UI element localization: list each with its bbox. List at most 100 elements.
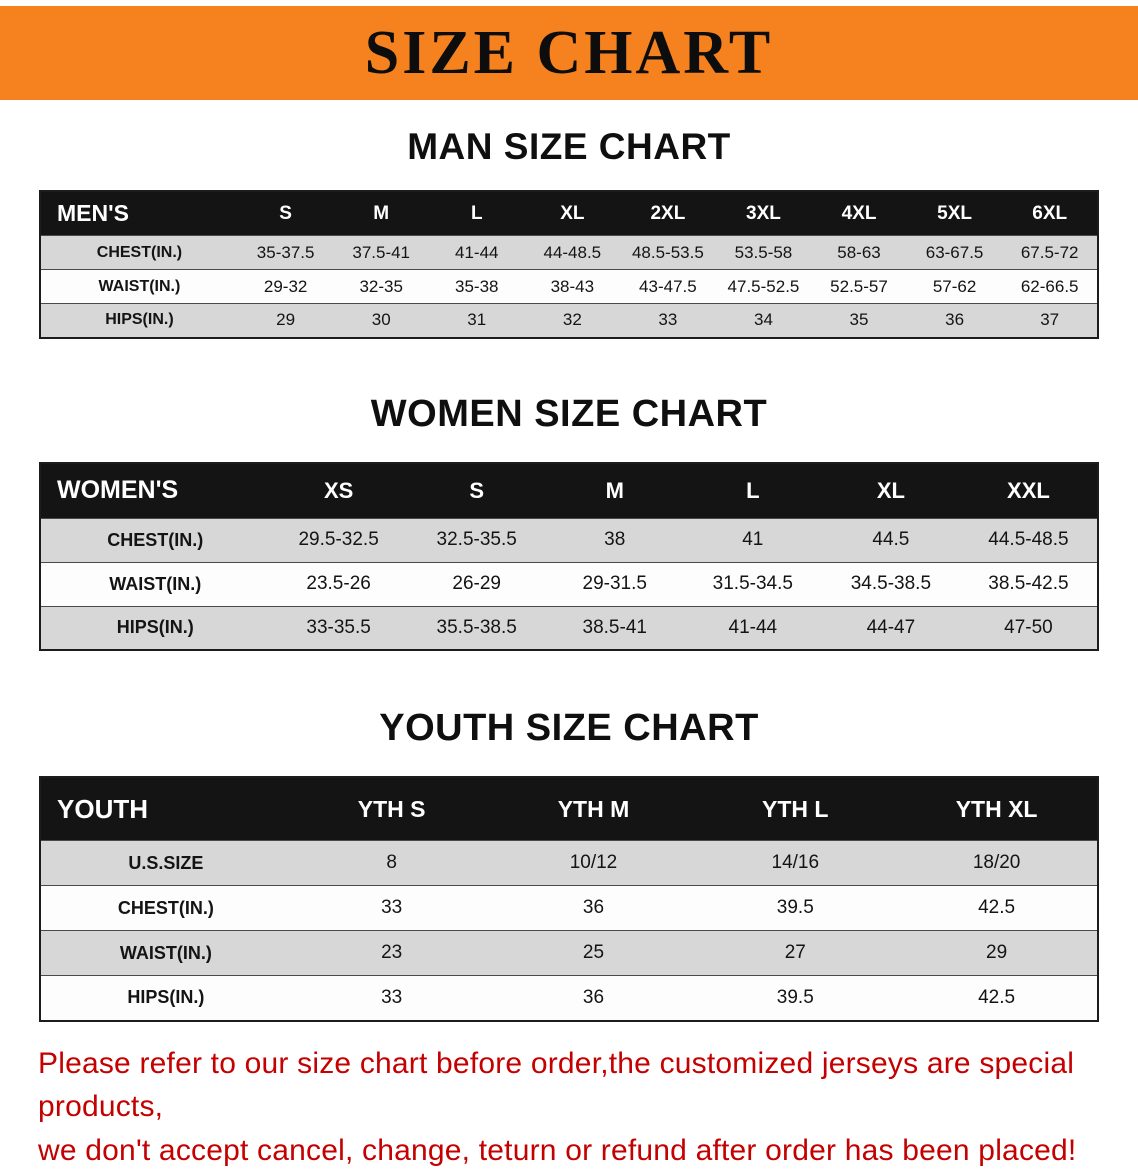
size-column-header: S: [408, 463, 546, 519]
size-column-header: YTH S: [291, 777, 493, 841]
size-value: 36: [493, 886, 695, 931]
size-value: 42.5: [896, 976, 1098, 1021]
size-value: 30: [333, 304, 429, 338]
size-value: 41-44: [429, 236, 525, 270]
size-column-header: YTH L: [694, 777, 896, 841]
row-label: CHEST(IN.): [40, 518, 270, 562]
size-value: 38.5-41: [546, 606, 684, 650]
size-value: 37: [1002, 304, 1098, 338]
size-value: 18/20: [896, 841, 1098, 886]
size-value: 39.5: [694, 976, 896, 1021]
size-value: 63-67.5: [907, 236, 1003, 270]
banner: SIZE CHART: [0, 6, 1138, 100]
size-value: 48.5-53.5: [620, 236, 716, 270]
disclaimer-line-2: we don't accept cancel, change, teturn o…: [38, 1129, 1118, 1172]
page-title: SIZE CHART: [365, 18, 774, 89]
row-label: WAIST(IN.): [40, 270, 238, 304]
size-column-header: S: [238, 191, 334, 236]
size-value: 41: [684, 518, 822, 562]
size-value: 35-37.5: [238, 236, 334, 270]
size-value: 27: [694, 931, 896, 976]
men-section-heading: MAN SIZE CHART: [0, 126, 1138, 168]
row-label: WAIST(IN.): [40, 931, 291, 976]
size-column-header: M: [333, 191, 429, 236]
size-value: 34.5-38.5: [822, 562, 960, 606]
size-column-header: 4XL: [811, 191, 907, 236]
size-value: 23: [291, 931, 493, 976]
size-value: 32: [525, 304, 621, 338]
size-column-header: XXL: [960, 463, 1098, 519]
size-column-header: 2XL: [620, 191, 716, 236]
size-value: 25: [493, 931, 695, 976]
size-value: 36: [493, 976, 695, 1021]
size-column-header: XL: [525, 191, 621, 236]
row-label: WAIST(IN.): [40, 562, 270, 606]
size-value: 29: [896, 931, 1098, 976]
table-corner-label: MEN'S: [40, 191, 238, 236]
size-value: 23.5-26: [270, 562, 408, 606]
size-column-header: 6XL: [1002, 191, 1098, 236]
size-value: 38-43: [525, 270, 621, 304]
size-value: 35: [811, 304, 907, 338]
size-value: 41-44: [684, 606, 822, 650]
size-column-header: M: [546, 463, 684, 519]
disclaimer: Please refer to our size chart before or…: [0, 1042, 1138, 1172]
size-value: 29-32: [238, 270, 334, 304]
size-value: 58-63: [811, 236, 907, 270]
size-column-header: 3XL: [716, 191, 812, 236]
row-label: U.S.SIZE: [40, 841, 291, 886]
size-value: 33: [620, 304, 716, 338]
youth-section-heading: YOUTH SIZE CHART: [0, 707, 1138, 750]
size-column-header: YTH XL: [896, 777, 1098, 841]
size-value: 33: [291, 976, 493, 1021]
size-value: 38: [546, 518, 684, 562]
size-value: 44-47: [822, 606, 960, 650]
size-value: 44.5: [822, 518, 960, 562]
size-column-header: YTH M: [493, 777, 695, 841]
size-value: 35-38: [429, 270, 525, 304]
row-label: HIPS(IN.): [40, 606, 270, 650]
size-value: 32-35: [333, 270, 429, 304]
size-value: 44-48.5: [525, 236, 621, 270]
size-value: 44.5-48.5: [960, 518, 1098, 562]
size-value: 8: [291, 841, 493, 886]
size-value: 33-35.5: [270, 606, 408, 650]
size-value: 29: [238, 304, 334, 338]
size-value: 36: [907, 304, 1003, 338]
size-value: 37.5-41: [333, 236, 429, 270]
disclaimer-line-1: Please refer to our size chart before or…: [38, 1042, 1118, 1129]
size-column-header: XS: [270, 463, 408, 519]
size-value: 31: [429, 304, 525, 338]
size-value: 26-29: [408, 562, 546, 606]
size-value: 39.5: [694, 886, 896, 931]
women-section-heading: WOMEN SIZE CHART: [0, 393, 1138, 436]
row-label: CHEST(IN.): [40, 236, 238, 270]
size-column-header: XL: [822, 463, 960, 519]
size-value: 29.5-32.5: [270, 518, 408, 562]
row-label: HIPS(IN.): [40, 304, 238, 338]
size-value: 57-62: [907, 270, 1003, 304]
size-value: 62-66.5: [1002, 270, 1098, 304]
table-corner-label: WOMEN'S: [40, 463, 270, 519]
row-label: CHEST(IN.): [40, 886, 291, 931]
size-value: 67.5-72: [1002, 236, 1098, 270]
table-corner-label: YOUTH: [40, 777, 291, 841]
size-value: 52.5-57: [811, 270, 907, 304]
size-value: 34: [716, 304, 812, 338]
